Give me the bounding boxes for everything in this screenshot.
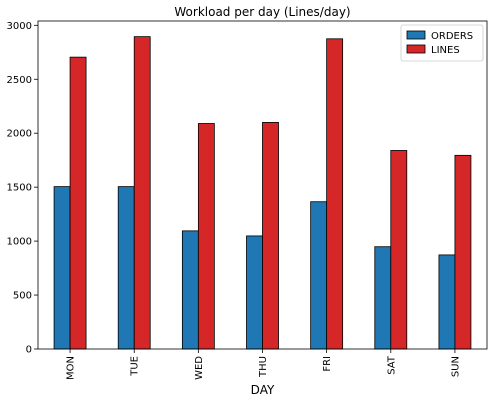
plot-frame	[37, 20, 488, 350]
bar-lines-mon	[69, 56, 87, 350]
x-tick-label-mon: MON	[66, 356, 77, 380]
legend-swatch-lines	[406, 44, 426, 54]
bar-orders-sat	[374, 246, 392, 350]
bars-layer	[53, 36, 472, 350]
legend-swatch-orders	[406, 30, 426, 40]
y-tick-label: 500	[13, 291, 32, 302]
bar-orders-tue	[117, 186, 135, 350]
bar-lines-sat	[390, 150, 408, 350]
bar-lines-thu	[262, 122, 279, 350]
bar-orders-mon	[53, 186, 71, 350]
bar-orders-sun	[438, 254, 456, 350]
y-tick-label: 2000	[7, 129, 32, 140]
x-tick-label-fri: FRI	[322, 356, 333, 372]
bar-lines-wed	[197, 123, 215, 350]
bar-lines-fri	[326, 38, 344, 350]
x-tick-label-sat: SAT	[386, 355, 397, 375]
bar-lines-sun	[454, 154, 472, 350]
legend-label-orders: ORDERS	[431, 31, 473, 42]
legend: ORDERS LINES	[400, 24, 484, 62]
bar-orders-thu	[246, 235, 263, 350]
x-tick-label-sun: SUN	[450, 356, 461, 377]
y-tick-label: 1000	[7, 237, 32, 248]
y-tick-label: 1500	[7, 183, 32, 194]
legend-label-lines: LINES	[431, 45, 460, 56]
x-tick-label-tue: TUE	[130, 356, 141, 377]
y-tick-label: 3000	[7, 21, 32, 32]
x-tick-label-thu: THU	[258, 356, 269, 378]
y-axis: 0 500 1000 1500 2000 2500 3000	[7, 21, 38, 356]
bar-orders-fri	[310, 201, 328, 350]
bar-lines-tue	[133, 36, 151, 350]
y-tick-label: 0	[26, 345, 32, 356]
bar-orders-wed	[181, 230, 199, 350]
x-axis-label: DAY	[251, 383, 275, 397]
x-axis: MON TUE WED THU FRI SAT SUN	[66, 349, 461, 380]
x-tick-label-wed: WED	[194, 356, 205, 380]
chart-title: Workload per day (Lines/day)	[174, 5, 350, 19]
y-tick-label: 2500	[7, 75, 32, 86]
